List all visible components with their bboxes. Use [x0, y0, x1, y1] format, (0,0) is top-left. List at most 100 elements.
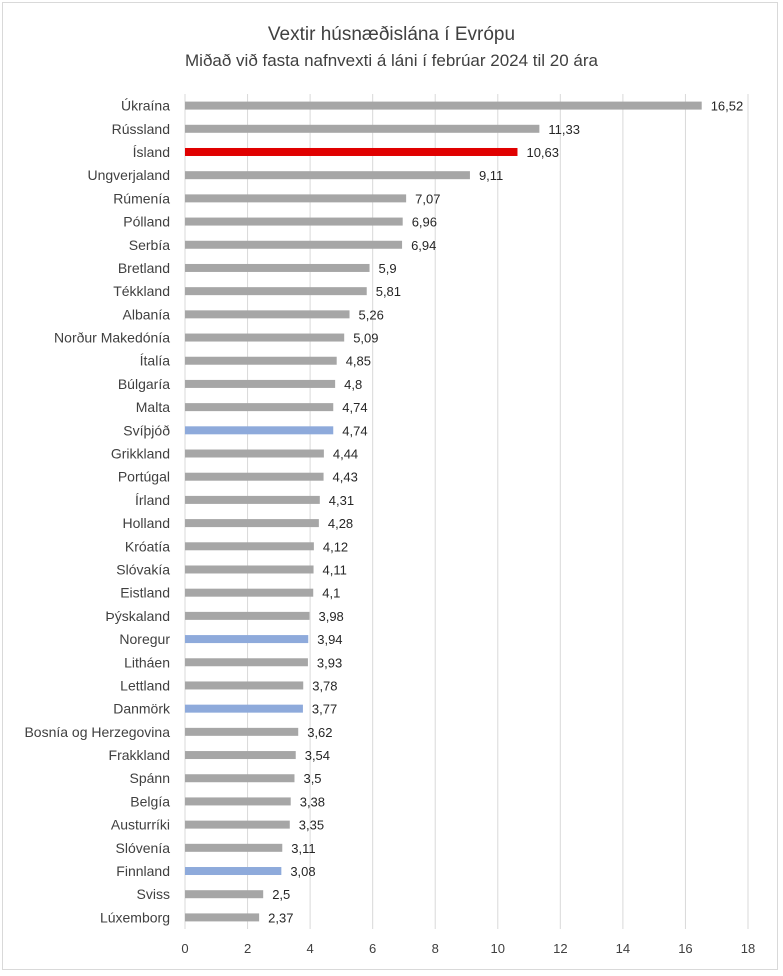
category-label: Tékkland — [113, 283, 170, 299]
value-label: 4,28 — [328, 516, 353, 531]
value-label: 4,1 — [322, 586, 340, 601]
value-label: 4,44 — [333, 447, 358, 462]
x-tick-label: 10 — [491, 941, 505, 956]
value-label: 11,33 — [548, 122, 580, 137]
bar — [185, 727, 299, 736]
category-label: Úkraína — [121, 98, 170, 114]
value-label: 4,85 — [346, 354, 371, 369]
category-label: Grikkland — [111, 446, 170, 462]
x-tick-label: 4 — [306, 941, 313, 956]
x-tick-label: 0 — [181, 941, 188, 956]
value-label: 3,62 — [307, 725, 332, 740]
value-label: 9,11 — [479, 168, 503, 183]
value-label: 3,5 — [303, 771, 321, 786]
bar — [185, 913, 260, 922]
x-tick-label: 2 — [244, 941, 251, 956]
category-label: Malta — [136, 399, 170, 415]
bar — [185, 519, 319, 528]
bar — [185, 472, 324, 481]
bar — [185, 310, 350, 319]
value-label: 2,5 — [272, 887, 290, 902]
category-label: Írland — [135, 492, 170, 508]
category-label: Albanía — [123, 306, 171, 322]
category-label: Bretland — [118, 260, 170, 276]
chart-subtitle: Miðað við fasta nafnvexti á láni í febrú… — [185, 51, 598, 70]
category-label: Danmörk — [113, 701, 171, 717]
value-label: 5,9 — [379, 261, 397, 276]
category-label: Belgía — [130, 793, 170, 809]
bar — [185, 704, 303, 713]
bar — [185, 217, 403, 226]
value-label: 4,31 — [329, 493, 354, 508]
bar — [185, 124, 540, 133]
category-label: Serbía — [129, 237, 170, 253]
value-label: 10,63 — [526, 145, 559, 160]
category-label: Spánn — [130, 770, 170, 786]
value-label: 3,77 — [312, 702, 337, 717]
value-label: 5,81 — [376, 284, 401, 299]
value-label: 4,74 — [342, 400, 367, 415]
x-tick-label: 8 — [432, 941, 439, 956]
bar — [185, 403, 334, 412]
value-label: 3,98 — [318, 609, 343, 624]
value-label: 6,96 — [412, 215, 437, 230]
value-label: 3,08 — [290, 864, 315, 879]
x-tick-label: 16 — [678, 941, 692, 956]
chart-title: Vextir húsnæðislána í Evrópu — [267, 24, 516, 45]
x-tick-label: 12 — [553, 941, 567, 956]
x-axis-ticks: 0 2 4 6 8 10 12 14 16 18 — [181, 941, 755, 956]
bars — [185, 101, 702, 922]
value-label: 5,26 — [359, 307, 384, 322]
value-label: 5,09 — [353, 331, 378, 346]
bar — [185, 797, 291, 806]
bar — [185, 426, 334, 435]
category-label: Pólland — [123, 214, 170, 230]
bar — [185, 751, 296, 760]
bar — [185, 263, 370, 272]
value-label: 4,43 — [333, 470, 358, 485]
bar — [185, 588, 314, 597]
category-label: Bosnía og Herzegovina — [24, 724, 170, 740]
category-label: Noregur — [119, 631, 170, 647]
bar — [185, 658, 308, 667]
category-label: Búlgaría — [118, 376, 170, 392]
bar — [185, 356, 337, 365]
x-tick-label: 14 — [616, 941, 630, 956]
bar — [185, 843, 283, 852]
category-label: Lettland — [120, 677, 170, 693]
value-label: 6,94 — [411, 238, 436, 253]
value-label: 3,38 — [300, 794, 325, 809]
value-label: 2,37 — [268, 910, 293, 925]
category-label: Norður Makedónía — [54, 330, 170, 346]
bar — [185, 449, 324, 458]
category-label: Portúgal — [118, 469, 170, 485]
category-label: Holland — [123, 515, 170, 531]
bar — [185, 820, 290, 829]
category-label: Slóvenía — [116, 840, 171, 856]
category-label: Rúmenía — [113, 190, 170, 206]
value-label: 3,11 — [291, 841, 315, 856]
bar — [185, 565, 314, 574]
category-label: Rússland — [112, 121, 170, 137]
value-label: 4,11 — [323, 562, 347, 577]
value-label: 3,93 — [317, 655, 342, 670]
bar — [185, 240, 403, 249]
category-label: Þýskaland — [105, 608, 170, 624]
value-label: 16,52 — [711, 99, 744, 114]
bar — [185, 495, 320, 504]
category-label: Ísland — [133, 144, 170, 160]
category-label: Sviss — [137, 886, 170, 902]
value-label: 4,74 — [342, 423, 367, 438]
category-label: Finnland — [116, 863, 170, 879]
category-label: Ungverjaland — [88, 167, 171, 183]
value-label: 7,07 — [415, 191, 440, 206]
gridlines — [184, 94, 749, 929]
category-label: Króatía — [125, 538, 170, 554]
value-label: 4,12 — [323, 539, 348, 554]
category-label: Svíþjóð — [123, 422, 170, 438]
bar — [185, 681, 304, 690]
bar — [185, 379, 336, 388]
bar — [185, 171, 470, 180]
